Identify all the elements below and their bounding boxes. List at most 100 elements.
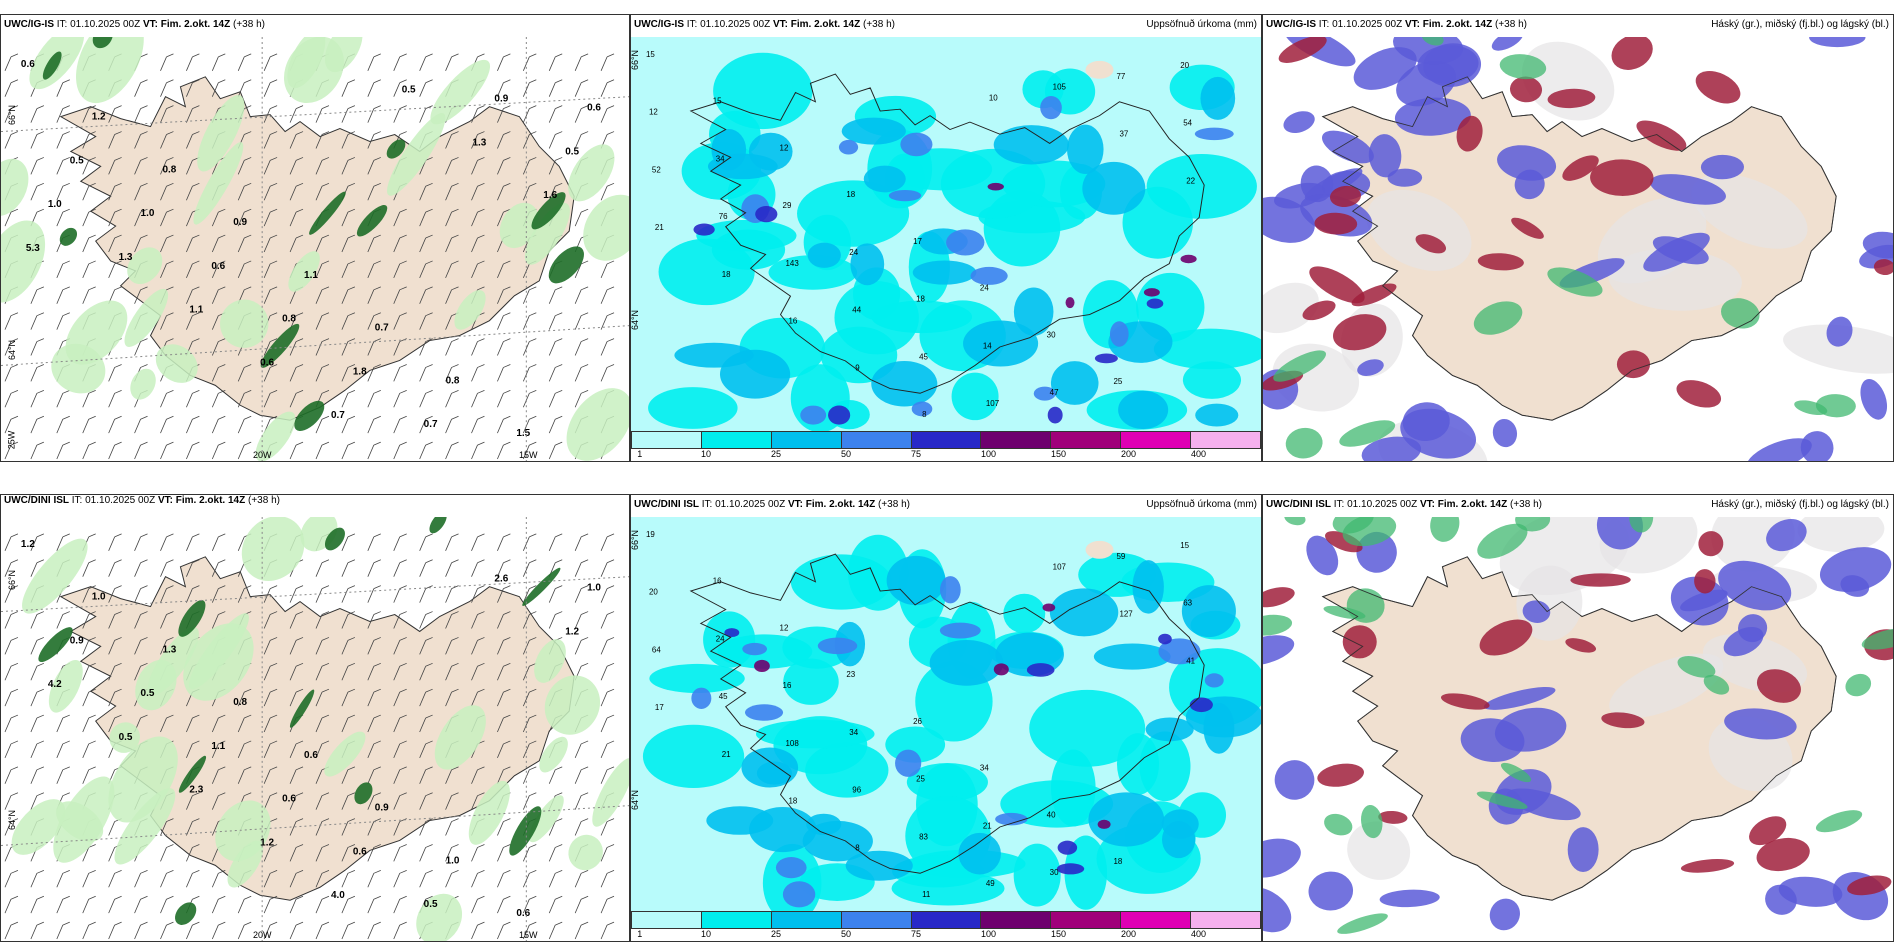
wind-barb (82, 559, 96, 577)
wind-barb (393, 662, 407, 681)
cloud-area (1285, 427, 1323, 459)
precip-value: 45 (719, 692, 728, 701)
wind-barb (289, 182, 304, 201)
wind-barb (237, 182, 252, 201)
wind-barb (315, 818, 330, 836)
legend-swatch (1051, 912, 1122, 928)
precip-contour (970, 266, 1008, 285)
wind-barb (522, 559, 537, 577)
precip-value: 77 (1116, 72, 1125, 81)
precip-value: 54 (1183, 119, 1192, 128)
wind-barb (497, 662, 511, 681)
precip-contour (1033, 386, 1056, 401)
cloud-area (1616, 350, 1651, 379)
strong-gust-area (92, 37, 113, 49)
wind-barb (497, 533, 511, 551)
precip-value: 127 (1119, 610, 1133, 619)
cloud-area (1491, 37, 1524, 51)
wind-barb (315, 740, 330, 759)
cloud-map[interactable] (1263, 37, 1893, 461)
cloud-map[interactable] (1263, 517, 1893, 941)
lat-label: 64°N (7, 809, 18, 831)
wind-barb (30, 157, 45, 175)
wind-barb (30, 415, 45, 434)
strong-gust-area (531, 192, 566, 230)
precip-value: 45 (919, 352, 928, 361)
wind-barb (211, 585, 226, 603)
precip-map[interactable]: 15 15 12 18 17 24 30 25 20 12 34 29 24 18 14 47 77 54 52 76… (631, 37, 1261, 431)
lat-label: 66°N (7, 569, 18, 591)
wind-gust-value: 1.3 (472, 137, 486, 148)
strong-gust-area (178, 600, 206, 637)
cloud-area (1819, 547, 1892, 592)
wind-barb (419, 714, 433, 733)
wind-barb (445, 662, 459, 681)
wind-barb (471, 105, 485, 123)
wind-barb (134, 182, 148, 201)
wind-barb (471, 637, 485, 655)
wind-barb (108, 364, 122, 382)
precip-contour (1161, 809, 1199, 839)
wind-barb (289, 611, 304, 629)
gust-area (387, 112, 446, 196)
wind-barb (56, 389, 70, 408)
cloud-area (1361, 804, 1383, 839)
wind-map[interactable]: 0.6 1.2 0.8 0.9 1.1 0.7 0.8 1.5 0.6 0.5 1.0 0.6 0.8 1… (1, 37, 629, 461)
panel-header: UWC/IG-IS IT: 01.10.2025 00Z VT: Fim. 2.… (631, 15, 1261, 37)
wind-barb (289, 208, 304, 227)
precip-contour (834, 281, 919, 355)
precip-value: 23 (846, 670, 855, 679)
cloud-area (1499, 54, 1547, 80)
gust-area (1, 220, 46, 303)
precip-contour (648, 387, 738, 429)
cloud-area (1677, 656, 1716, 678)
wind-barb (419, 844, 433, 862)
precip-contour (817, 637, 858, 655)
cloud-area (1337, 913, 1388, 934)
precip-value: 107 (1053, 563, 1067, 572)
cloud-area (1720, 298, 1760, 329)
wind-barb (263, 286, 278, 304)
wind-barb (600, 559, 615, 577)
gust-area (539, 736, 568, 773)
wind-barb (471, 260, 485, 279)
wind-barb (497, 389, 511, 408)
cloud-area (1629, 517, 1654, 533)
wind-barb (30, 131, 45, 149)
wind-gust-value: 0.9 (70, 635, 84, 646)
legend-ticks: 1 10 25 50 75 100 150 200 400 (631, 929, 1261, 941)
wind-barb (4, 441, 19, 460)
wind-barb (82, 740, 96, 759)
wind-barb (82, 441, 96, 460)
wind-map[interactable]: 1.2 1.0 1.3 0.8 0.6 0.9 1.0 0.6 1.0 0.9 0.5 1.1 0.6 0… (1, 517, 629, 941)
precip-map[interactable]: 19 16 12 23 26 34 40 18 15 20 24 16 34 25 21 30 59 63 64 45… (631, 517, 1261, 911)
wind-barb (419, 869, 433, 888)
precip-contour (940, 576, 961, 604)
wind-barb (522, 105, 537, 123)
wind-barb (108, 105, 122, 123)
wind-barb (497, 637, 511, 655)
wind-barb (82, 688, 96, 707)
cloud-area (1509, 76, 1543, 103)
legend-tick: 1 (637, 929, 643, 939)
wind-barb (4, 637, 19, 655)
wind-gust-value: 0.8 (233, 697, 247, 708)
gust-area (127, 247, 163, 284)
iceland-coastline (1321, 556, 1837, 901)
gust-area (499, 202, 539, 249)
wind-barb (471, 921, 485, 940)
wind-barb (471, 234, 485, 253)
wind-barb (30, 389, 45, 408)
wind-barb (4, 611, 19, 629)
precip-contour (1145, 717, 1194, 742)
wind-barb (367, 921, 381, 940)
wind-barb (82, 869, 96, 888)
wind-barb (574, 364, 589, 382)
wind-barb (367, 869, 381, 888)
precip-value: 21 (983, 821, 992, 830)
legend-swatch (1051, 432, 1122, 448)
wind-barb (419, 441, 433, 460)
precip-contour (807, 242, 841, 268)
wind-barb (160, 260, 174, 279)
wind-barb (522, 714, 537, 733)
